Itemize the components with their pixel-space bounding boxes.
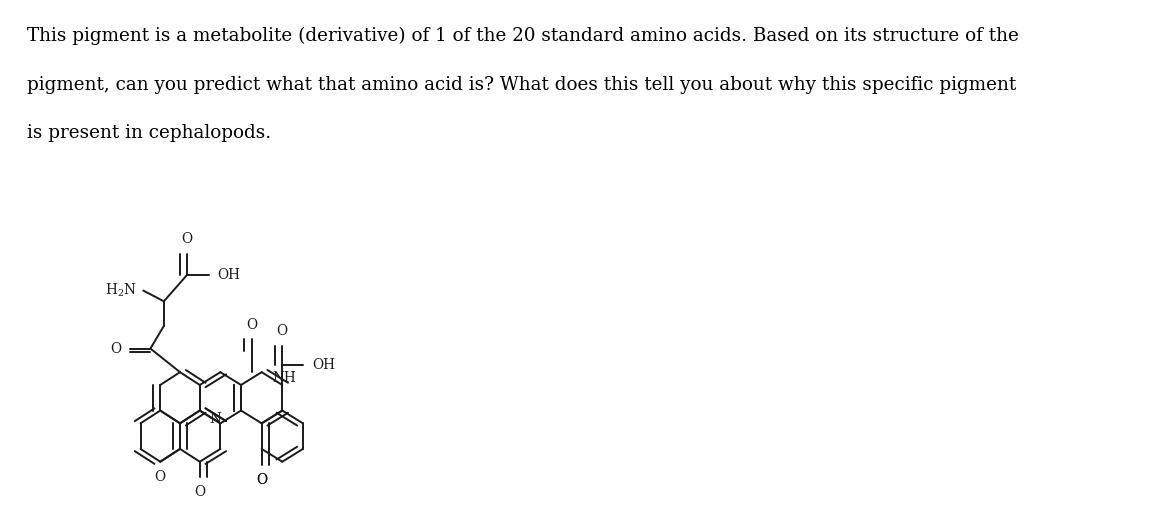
Text: O: O bbox=[155, 470, 166, 484]
Text: N: N bbox=[209, 412, 222, 426]
Text: O: O bbox=[277, 324, 288, 337]
Text: NH: NH bbox=[272, 371, 296, 385]
Text: O: O bbox=[110, 342, 122, 356]
Text: pigment, can you predict what that amino acid is? What does this tell you about : pigment, can you predict what that amino… bbox=[27, 76, 1017, 94]
Text: O: O bbox=[194, 485, 206, 499]
Text: OH: OH bbox=[311, 358, 335, 372]
Text: is present in cephalopods.: is present in cephalopods. bbox=[27, 124, 271, 142]
Text: This pigment is a metabolite (derivative) of 1 of the 20 standard amino acids. B: This pigment is a metabolite (derivative… bbox=[27, 27, 1019, 45]
Text: OH: OH bbox=[217, 268, 239, 282]
Text: O: O bbox=[181, 232, 193, 246]
Text: O: O bbox=[246, 318, 257, 332]
Text: $\mathregular{H_2N}$: $\mathregular{H_2N}$ bbox=[105, 282, 137, 299]
Text: O: O bbox=[256, 473, 267, 487]
Text: O: O bbox=[256, 473, 267, 487]
